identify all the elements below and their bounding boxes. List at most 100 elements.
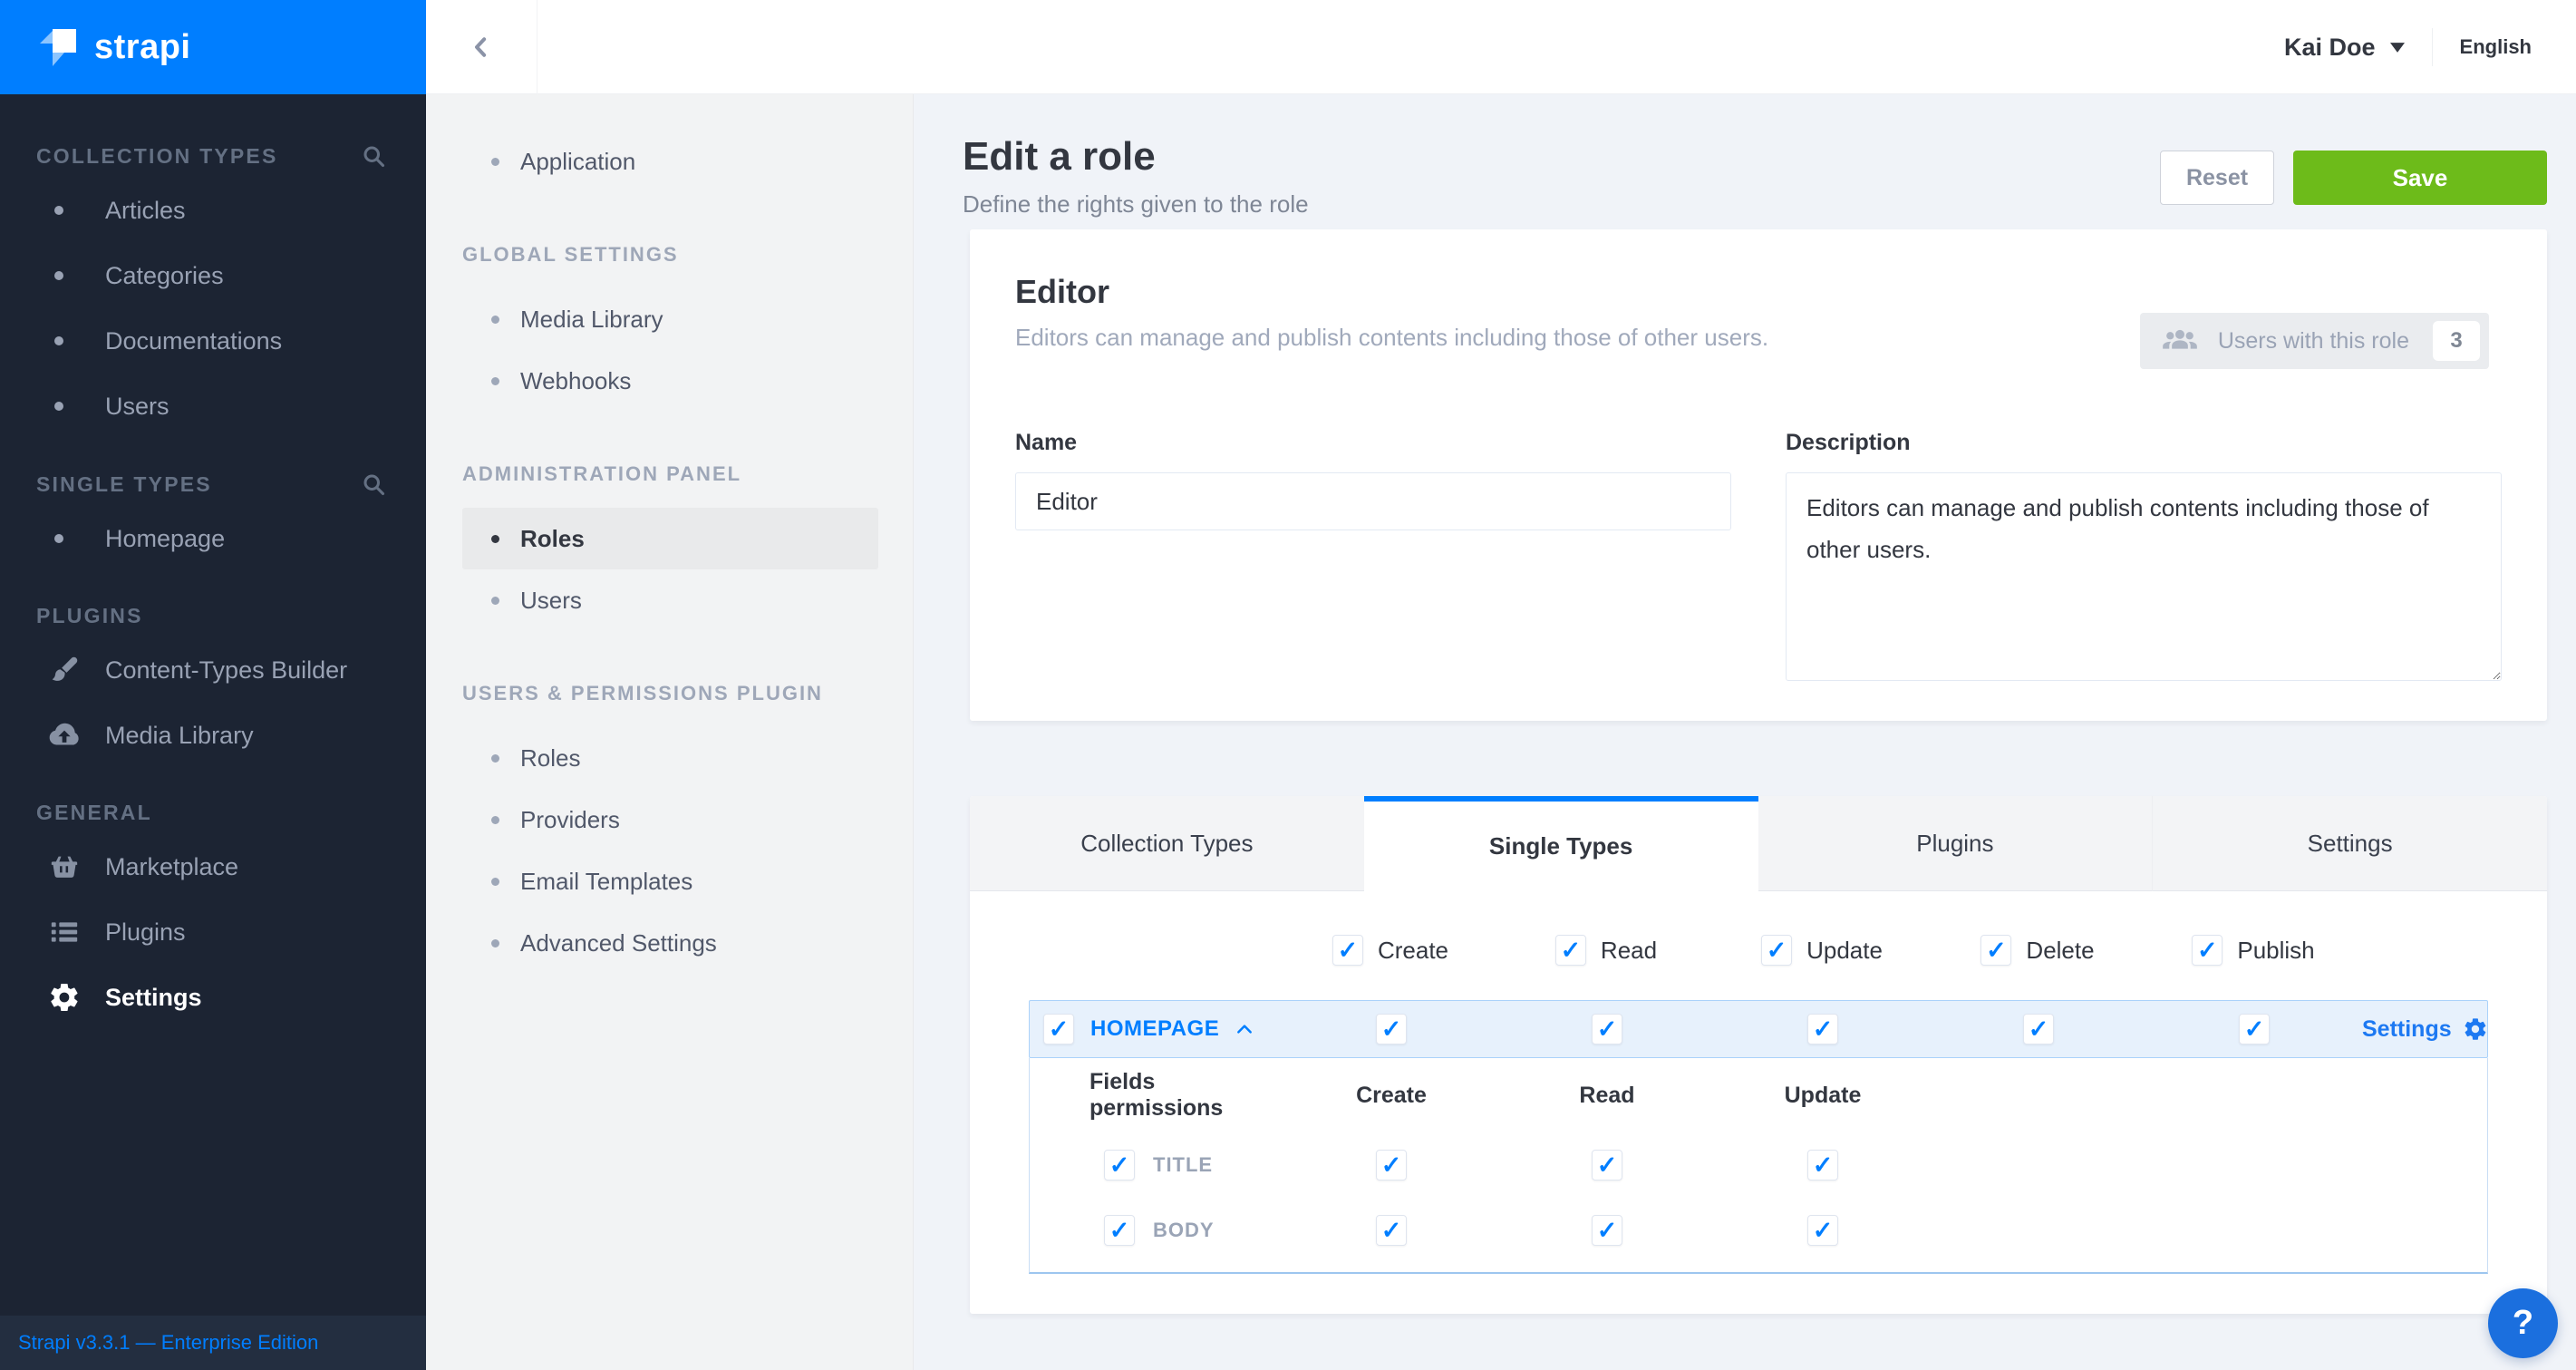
field-name: TITLE <box>1153 1153 1214 1176</box>
homepage-settings-link[interactable]: Settings <box>2362 1016 2504 1043</box>
tab-single-types[interactable]: Single Types <box>1363 796 1758 891</box>
subsidebar-item-providers[interactable]: Providers <box>462 789 878 850</box>
sidebar-item-label: Articles <box>105 196 186 224</box>
sidebar-item-media-library[interactable]: Media Library <box>0 703 426 768</box>
bullet-icon <box>54 206 63 215</box>
chevron-left-icon <box>475 36 487 57</box>
homepage-publish-checkbox[interactable] <box>2239 1014 2270 1045</box>
list-icon <box>45 913 83 951</box>
subsidebar-item-email-templates[interactable]: Email Templates <box>462 850 878 912</box>
body-update-checkbox[interactable] <box>1807 1215 1838 1246</box>
bullet-icon <box>491 316 499 324</box>
title-field-checkbox[interactable] <box>1104 1150 1135 1181</box>
subsection-global-settings: GLOBAL SETTINGS <box>462 243 679 266</box>
section-label: SINGLE TYPES <box>36 471 212 496</box>
users-group-icon <box>2162 329 2197 349</box>
publish-all-checkbox[interactable] <box>2192 935 2223 966</box>
sidebar-item-content-types-builder[interactable]: Content-Types Builder <box>0 637 426 703</box>
page-title: Edit a role <box>963 134 1156 179</box>
strapi-logo-text: strapi <box>94 27 191 66</box>
homepage-delete-checkbox[interactable] <box>2023 1014 2054 1045</box>
body-create-checkbox[interactable] <box>1376 1215 1407 1246</box>
sidebar-item-users[interactable]: Users <box>0 374 426 439</box>
bullet-icon <box>491 754 499 763</box>
search-icon[interactable] <box>361 471 386 497</box>
strapi-version-link[interactable]: Strapi v3.3.1 — Enterprise Edition <box>18 1331 319 1354</box>
sidebar-item-categories[interactable]: Categories <box>0 243 426 308</box>
search-icon[interactable] <box>361 143 386 169</box>
role-subtitle: Editors can manage and publish contents … <box>1015 324 1769 351</box>
create-all-checkbox[interactable] <box>1332 935 1363 966</box>
subsection-users-permissions-plugin: USERS & PERMISSIONS PLUGIN <box>462 682 823 704</box>
strapi-logo[interactable]: strapi <box>0 0 426 94</box>
bullet-icon <box>491 158 499 166</box>
action-label: Create <box>1377 936 1449 964</box>
users-with-this-role-button[interactable]: Users with this role 3 <box>2139 313 2489 369</box>
bullet-icon <box>491 878 499 886</box>
description-field-group: Description Editors can manage and publi… <box>1786 430 2502 685</box>
fields-permissions-header: Fields permissions Create Read Update <box>1030 1058 2487 1132</box>
homepage-checkbox[interactable] <box>1043 1014 1074 1045</box>
bullet-icon <box>491 535 499 543</box>
column-header-create: Create <box>1356 1082 1427 1108</box>
sidebar-item-homepage[interactable]: Homepage <box>0 506 426 571</box>
page-subtitle: Define the rights given to the role <box>963 190 1309 218</box>
name-input[interactable] <box>1015 472 1731 530</box>
sidebar-item-settings[interactable]: Settings <box>0 965 426 1030</box>
sidebar-footer: Strapi v3.3.1 — Enterprise Edition <box>0 1316 426 1370</box>
subsidebar-item-admin-roles[interactable]: Roles <box>462 508 878 569</box>
settings-link-label: Settings <box>2362 1015 2452 1042</box>
read-all-checkbox[interactable] <box>1554 935 1586 966</box>
reset-button[interactable]: Reset <box>2160 151 2274 205</box>
subsidebar-item-webhooks[interactable]: Webhooks <box>462 350 878 412</box>
action-label: Publish <box>2237 936 2315 964</box>
body-field-checkbox[interactable] <box>1104 1215 1135 1246</box>
delete-all-checkbox[interactable] <box>1980 935 2012 966</box>
help-button[interactable]: ? <box>2488 1288 2558 1358</box>
bullet-icon <box>54 402 63 411</box>
sidebar-item-plugins[interactable]: Plugins <box>0 899 426 965</box>
sidebar-item-label: Media Library <box>105 721 254 749</box>
description-textarea[interactable]: Editors can manage and publish contents … <box>1786 472 2502 681</box>
save-button[interactable]: Save <box>2293 151 2547 205</box>
strapi-logo-icon <box>40 29 76 66</box>
permissions-card: Collection Types Single Types Plugins Se… <box>970 796 2547 1314</box>
subsidebar-item-up-roles[interactable]: Roles <box>462 727 878 789</box>
title-read-checkbox[interactable] <box>1592 1150 1622 1181</box>
subsidebar-item-admin-users[interactable]: Users <box>462 569 878 631</box>
homepage-create-checkbox[interactable] <box>1376 1014 1407 1045</box>
action-label: Read <box>1600 936 1658 964</box>
subsidebar-item-application[interactable]: Application <box>462 131 878 192</box>
main-content: Edit a role Define the rights given to t… <box>914 94 2576 1370</box>
user-name: Kai Doe <box>2284 33 2376 61</box>
basket-icon <box>45 848 83 886</box>
gear-icon <box>45 978 83 1016</box>
action-label: Update <box>1806 936 1883 964</box>
title-update-checkbox[interactable] <box>1807 1150 1838 1181</box>
tab-collection-types[interactable]: Collection Types <box>970 796 1364 891</box>
tab-settings[interactable]: Settings <box>2152 796 2547 891</box>
subsidebar-item-advanced-settings[interactable]: Advanced Settings <box>462 912 878 974</box>
homepage-update-checkbox[interactable] <box>1807 1014 1838 1045</box>
homepage-read-checkbox[interactable] <box>1592 1014 1622 1045</box>
column-header-read: Read <box>1579 1082 1635 1108</box>
tab-plugins[interactable]: Plugins <box>1758 796 2153 891</box>
bullet-icon <box>491 377 499 385</box>
paintbrush-icon <box>45 651 83 689</box>
sidebar-item-documentations[interactable]: Documentations <box>0 308 426 374</box>
bullet-icon <box>54 336 63 345</box>
sidebar-item-marketplace[interactable]: Marketplace <box>0 834 426 899</box>
homepage-row-toggle[interactable]: HOMEPAGE <box>1030 1014 1283 1045</box>
homepage-permission-row: HOMEPAGE Settings <box>1029 1000 2488 1058</box>
back-button[interactable] <box>426 0 537 94</box>
update-all-checkbox[interactable] <box>1761 935 1793 966</box>
body-read-checkbox[interactable] <box>1592 1215 1622 1246</box>
global-actions-row: Create Read Update Delete Publish <box>1029 922 2488 978</box>
sidebar-item-label: Categories <box>105 261 224 289</box>
subsidebar-item-media-library[interactable]: Media Library <box>462 288 878 350</box>
sidebar-item-articles[interactable]: Articles <box>0 178 426 243</box>
title-create-checkbox[interactable] <box>1376 1150 1407 1181</box>
user-menu[interactable]: Kai Doe <box>2284 34 2405 62</box>
language-selector[interactable]: English <box>2459 35 2532 58</box>
subsidebar-item-label: Roles <box>520 743 581 772</box>
